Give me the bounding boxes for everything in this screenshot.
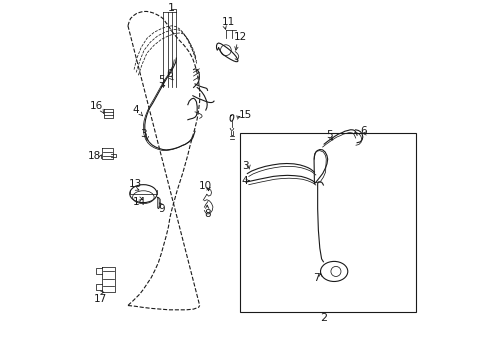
Text: 14: 14 <box>133 197 146 207</box>
Text: 13: 13 <box>129 179 142 189</box>
Text: 9: 9 <box>159 204 165 215</box>
Bar <box>240 133 415 312</box>
Text: 10: 10 <box>199 181 212 192</box>
Text: 18: 18 <box>88 150 101 161</box>
Text: 5: 5 <box>158 75 164 85</box>
Text: 2: 2 <box>319 313 326 323</box>
Text: 8: 8 <box>203 209 210 219</box>
Text: 4: 4 <box>242 176 248 186</box>
Text: 3: 3 <box>140 129 146 139</box>
Text: 7: 7 <box>312 273 319 283</box>
Text: 16: 16 <box>90 102 103 112</box>
Text: 11: 11 <box>222 17 235 27</box>
Text: 1: 1 <box>167 3 175 13</box>
Text: 3: 3 <box>242 161 248 171</box>
Text: 4: 4 <box>133 105 139 115</box>
Text: 12: 12 <box>233 32 246 41</box>
Text: 5: 5 <box>326 130 332 140</box>
Text: 15: 15 <box>238 111 251 121</box>
Text: 6: 6 <box>360 126 366 135</box>
Text: 6: 6 <box>166 69 173 79</box>
Text: 17: 17 <box>94 294 107 304</box>
